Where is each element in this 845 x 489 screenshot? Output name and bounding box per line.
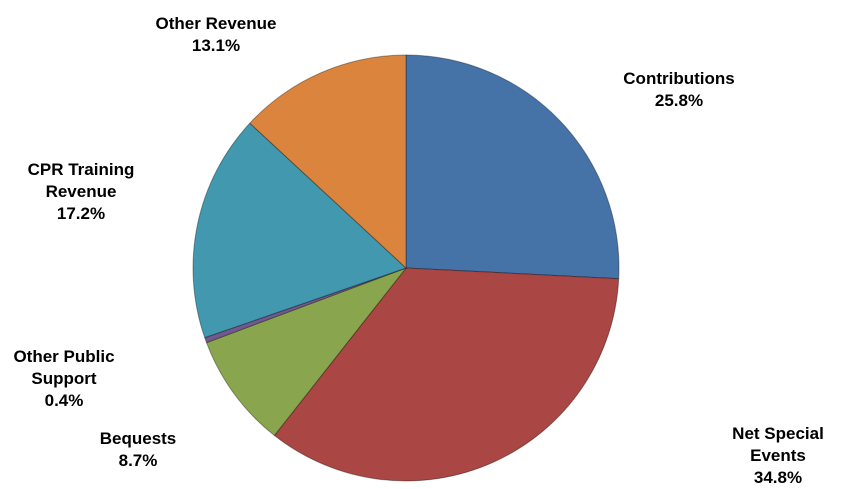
pie-slices — [192, 54, 620, 482]
slice-label-other-revenue: Other Revenue 13.1% — [156, 14, 277, 55]
pie-slice-bequests — [206, 267, 407, 436]
pie-slice-other-public-support — [204, 267, 407, 344]
pie-slice-contributions — [405, 54, 620, 280]
slice-label-other-public-support: Other Public Support 0.4% — [13, 347, 114, 410]
pie-slice-net-special-events — [273, 267, 620, 482]
slice-label-bequests: Bequests 8.7% — [100, 429, 177, 470]
pie-slice-cpr-training-revenue — [192, 122, 407, 339]
slice-label-contributions: Contributions 25.8% — [623, 69, 734, 110]
slice-labels: Contributions 25.8% Net Special Events 34.8%… — [13, 14, 823, 487]
slice-label-cpr-training-revenue: CPR Training Revenue 17.2% — [28, 160, 135, 223]
pie-slice-other-revenue — [249, 54, 407, 269]
slice-label-net-special-events: Net Special Events 34.8% — [732, 424, 824, 487]
